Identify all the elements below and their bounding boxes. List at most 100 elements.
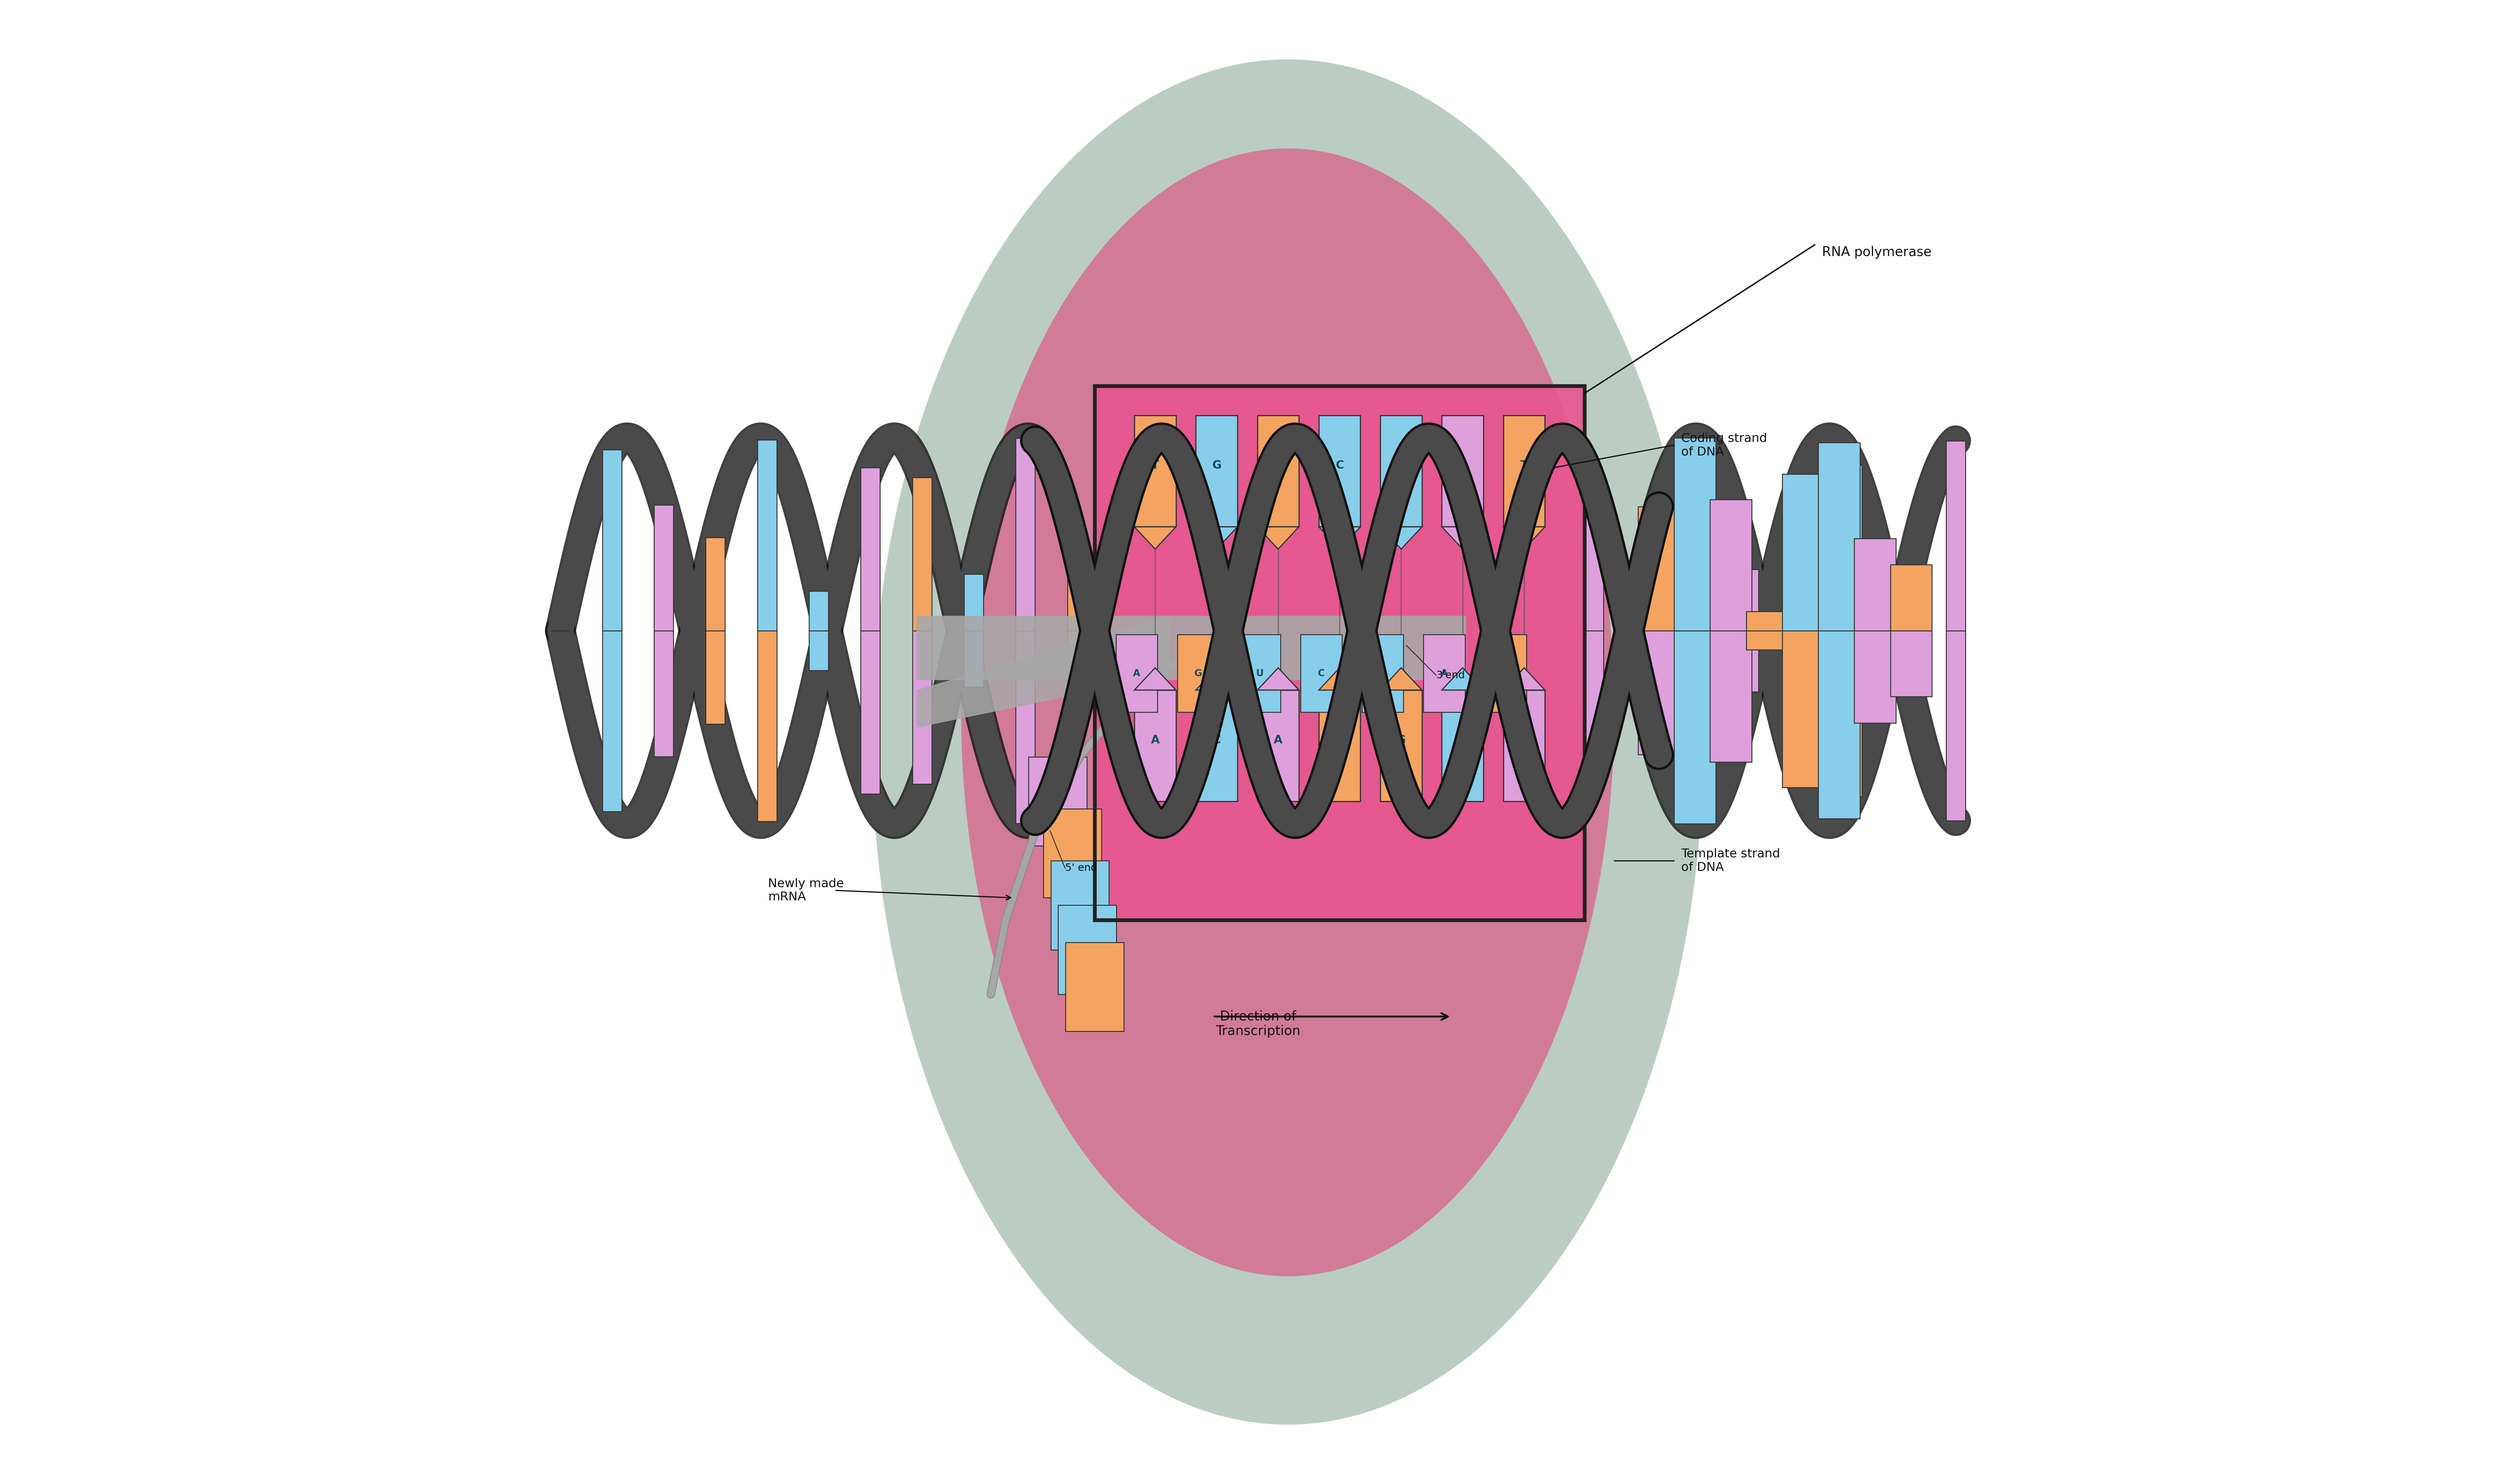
Bar xyxy=(1094,386,1585,920)
Text: A: A xyxy=(1150,735,1160,746)
Bar xyxy=(1890,565,1932,631)
Bar xyxy=(810,631,828,671)
Bar xyxy=(1945,441,1965,631)
Bar xyxy=(1890,631,1932,696)
Bar xyxy=(1067,631,1087,708)
Bar xyxy=(1895,631,1915,665)
Text: C: C xyxy=(1213,735,1220,746)
Bar xyxy=(1842,464,1862,631)
Text: T: T xyxy=(1459,735,1467,746)
Bar xyxy=(654,631,674,757)
Text: RNA polymerase: RNA polymerase xyxy=(1822,246,1932,258)
Bar xyxy=(1688,438,1706,631)
Ellipse shape xyxy=(873,59,1703,1425)
Text: A: A xyxy=(1442,669,1447,678)
Polygon shape xyxy=(1318,668,1361,690)
Bar xyxy=(1117,635,1157,712)
Bar xyxy=(1673,631,1716,824)
Bar xyxy=(1638,631,1681,755)
Bar xyxy=(1381,416,1422,527)
Polygon shape xyxy=(1135,527,1175,549)
Text: C: C xyxy=(1396,460,1406,472)
Bar xyxy=(860,631,881,794)
Text: A: A xyxy=(1520,735,1530,746)
Text: U: U xyxy=(1502,669,1510,678)
Polygon shape xyxy=(1135,668,1175,690)
Text: Newly made
mRNA: Newly made mRNA xyxy=(767,879,843,902)
Bar xyxy=(1854,539,1897,631)
Bar xyxy=(1177,635,1218,712)
Bar xyxy=(1585,631,1603,773)
Bar xyxy=(1067,554,1087,631)
Bar xyxy=(1781,631,1824,788)
Bar xyxy=(1945,631,1965,821)
Text: C: C xyxy=(1336,460,1344,472)
Polygon shape xyxy=(1195,668,1238,690)
Text: A: A xyxy=(1459,460,1467,472)
Bar xyxy=(1381,690,1422,801)
Polygon shape xyxy=(1505,668,1545,690)
Bar xyxy=(601,450,621,631)
Polygon shape xyxy=(1505,527,1545,549)
Bar xyxy=(1016,438,1034,631)
Bar xyxy=(1301,635,1341,712)
Text: Coding strand
of DNA: Coding strand of DNA xyxy=(1681,433,1766,457)
Bar xyxy=(1746,631,1789,650)
Text: G: G xyxy=(1336,735,1344,746)
Bar xyxy=(1791,631,1812,781)
Bar xyxy=(1094,386,1585,920)
Bar xyxy=(1067,942,1125,1031)
Bar xyxy=(1791,481,1812,631)
Bar xyxy=(1819,631,1859,819)
Bar xyxy=(1739,570,1759,631)
Polygon shape xyxy=(1442,527,1484,549)
Bar xyxy=(757,631,777,822)
Bar xyxy=(1059,905,1117,994)
Bar xyxy=(913,631,931,784)
Bar xyxy=(1842,631,1862,797)
Bar xyxy=(1044,809,1102,898)
Bar xyxy=(1854,631,1897,723)
Bar xyxy=(654,505,674,631)
Bar xyxy=(1318,416,1361,527)
Text: C: C xyxy=(1379,669,1386,678)
Bar xyxy=(704,631,725,724)
Bar xyxy=(1505,690,1545,801)
Bar xyxy=(1781,473,1824,631)
Text: T: T xyxy=(1520,460,1527,472)
Bar xyxy=(1442,416,1484,527)
Bar xyxy=(1711,631,1751,761)
Text: 3'end: 3'end xyxy=(1437,671,1464,680)
Bar xyxy=(1052,861,1110,950)
Bar xyxy=(1016,631,1034,824)
Text: G: G xyxy=(1195,669,1203,678)
Bar xyxy=(1195,690,1238,801)
Bar xyxy=(1635,558,1656,631)
Bar xyxy=(860,467,881,631)
Text: T: T xyxy=(1152,460,1160,472)
Text: 5' end: 5' end xyxy=(1064,864,1097,873)
Ellipse shape xyxy=(961,148,1615,1276)
Text: A: A xyxy=(1273,735,1283,746)
Bar xyxy=(810,591,828,631)
Bar xyxy=(1238,635,1281,712)
Text: T: T xyxy=(1273,460,1283,472)
Polygon shape xyxy=(1318,527,1361,549)
Text: Direction of
Transcription: Direction of Transcription xyxy=(1215,1011,1301,1037)
Bar xyxy=(757,439,777,631)
Bar xyxy=(1258,690,1298,801)
Polygon shape xyxy=(1442,668,1484,690)
Bar xyxy=(1505,416,1545,527)
Bar xyxy=(1585,488,1603,631)
Bar xyxy=(1739,631,1759,692)
Polygon shape xyxy=(1258,527,1298,549)
Bar xyxy=(1424,635,1464,712)
Bar xyxy=(1711,500,1751,631)
Bar xyxy=(1029,757,1087,846)
Bar xyxy=(1746,611,1789,631)
Text: U: U xyxy=(1255,669,1263,678)
Bar xyxy=(1442,690,1484,801)
Bar xyxy=(1318,690,1361,801)
Bar xyxy=(1895,597,1915,631)
Bar xyxy=(964,631,984,687)
